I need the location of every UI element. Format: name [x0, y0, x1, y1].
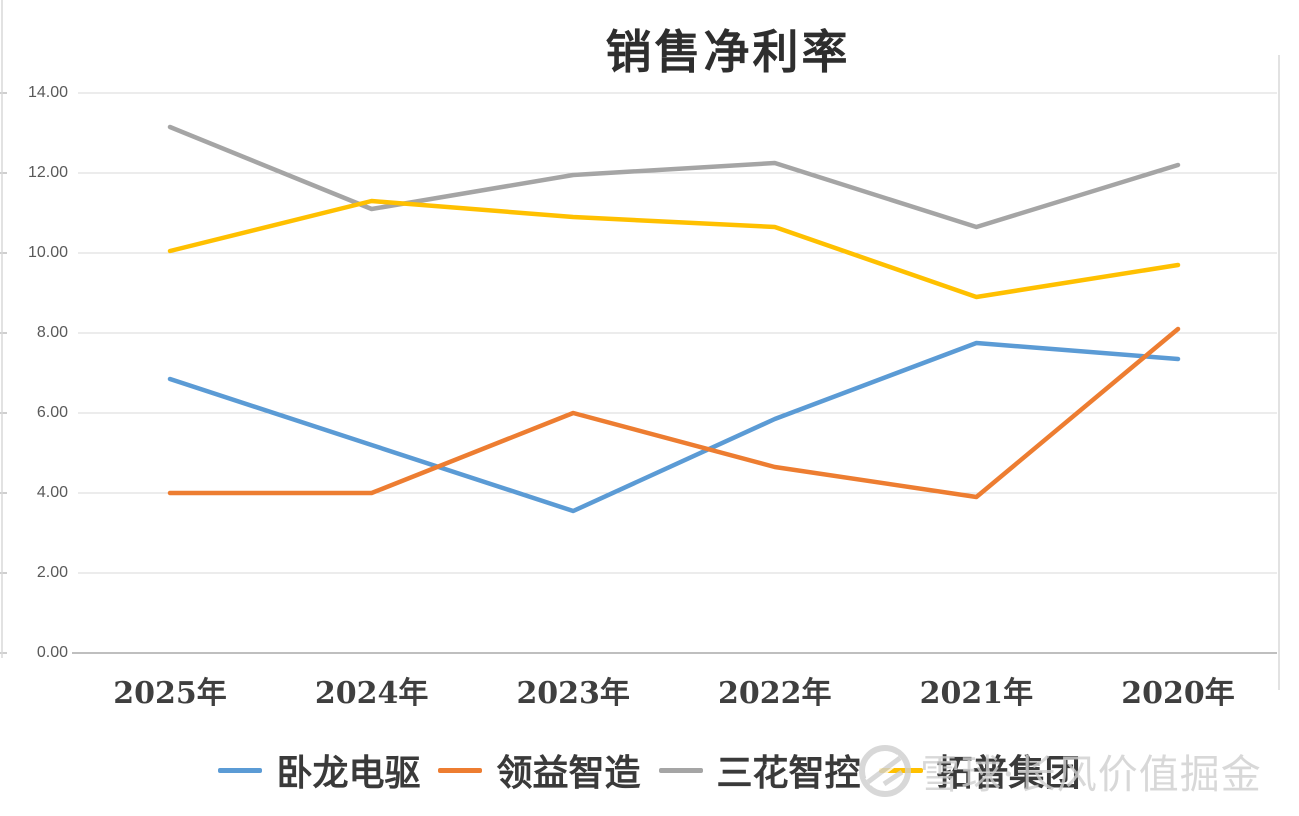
legend-item-拓普集团: 拓普集团: [878, 744, 1081, 796]
series-line-领益智造: [167, 326, 1181, 500]
legend-item-领益智造: 领益智造: [438, 744, 641, 796]
legend-label: 卧龙电驱: [276, 752, 421, 794]
y-tick-label: 0.00: [36, 644, 68, 661]
x-tick-label: 2023年: [516, 676, 630, 711]
x-tick-label: 2022年: [718, 676, 832, 711]
legend-label: 拓普集团: [936, 752, 1081, 794]
legend-label: 领益智造: [496, 752, 641, 794]
y-tick-label: 12.00: [27, 164, 68, 181]
y-tick-label: 2.00: [36, 564, 68, 581]
y-tick-label: 14.00: [27, 84, 68, 101]
chart-title: 销售净利率: [605, 25, 851, 79]
x-tick-label: 2020年: [1121, 676, 1235, 711]
legend-line-sample: [438, 767, 483, 773]
y-tick-label: 8.00: [36, 324, 68, 341]
x-tick-label: 2025年: [113, 676, 227, 711]
legend-item-卧龙电驱: 卧龙电驱: [218, 744, 420, 796]
series-line-拓普集团: [167, 198, 1181, 300]
legend-line-sample: [218, 767, 263, 773]
series-line-卧龙电驱: [167, 340, 1181, 514]
legend-line-sample: [878, 767, 923, 773]
x-tick-label: 2024年: [314, 676, 429, 711]
y-tick-label: 4.00: [36, 484, 68, 501]
legend-line-sample: [658, 767, 703, 773]
y-tick-label: 10.00: [27, 244, 68, 261]
chart-legend: 卧龙电驱 领益智造 三花智控 拓普集团: [0, 744, 1299, 796]
series-line-三花智控: [167, 124, 1181, 230]
y-tick-label: 6.00: [36, 404, 68, 421]
legend-label: 三花智控: [716, 752, 861, 794]
x-tick-label: 2021年: [919, 676, 1034, 711]
legend-item-三花智控: 三花智控: [658, 744, 861, 796]
